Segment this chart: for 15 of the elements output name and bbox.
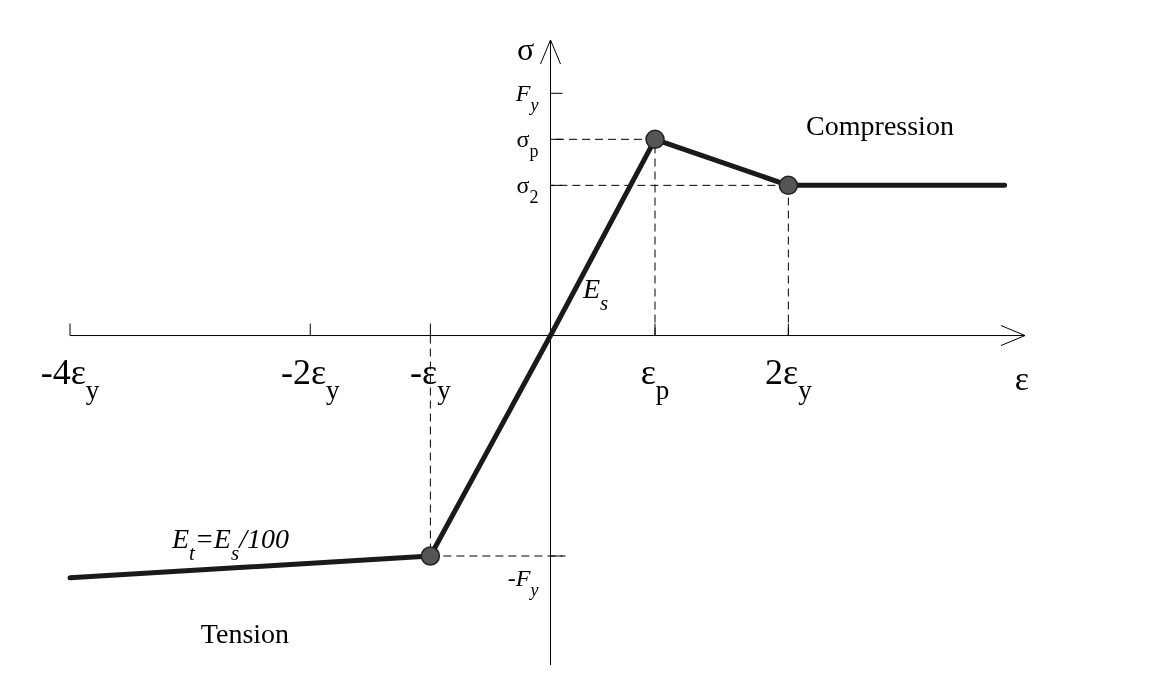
annotation: Compression: [806, 110, 954, 141]
x-axis-title: ε: [1014, 359, 1030, 397]
text: Tension: [200, 618, 290, 649]
annotation: E$_{t}$=E$_{s}$/100: [171, 523, 289, 565]
x-tick-label: ε$_{p}$: [640, 351, 670, 405]
x-tick-label: -4ε$_{y}$: [40, 351, 100, 405]
x-tick-label: -2ε$_{y}$: [280, 351, 341, 405]
ref-line-label: F$_{y}$: [514, 80, 539, 116]
annotation: E$_{s}$: [582, 273, 609, 315]
ref-line-label: σ$_{2}$: [516, 172, 539, 208]
ref-line-label: σ$_{p}$: [516, 126, 539, 162]
ref-line-label: -F$_{y}$: [507, 564, 539, 600]
y-axis-title: σ: [516, 31, 535, 67]
x-tick-label: -ε$_{y}$: [410, 351, 452, 405]
x-tick-label: 2ε$_{y}$: [765, 351, 813, 405]
